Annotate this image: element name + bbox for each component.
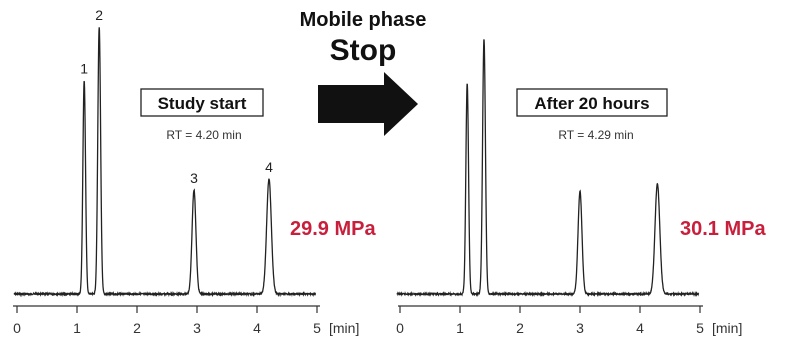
chromatogram-trace-after-20-hours <box>396 39 700 298</box>
peak-label: 4 <box>265 159 273 175</box>
x-tick-label: 4 <box>253 320 261 336</box>
x-ticks-study-start: 0 1 2 3 4 5 <box>13 306 321 336</box>
rt-annotation-study-start: RT = 4.20 min <box>166 128 241 142</box>
right-arrow-icon <box>318 72 418 136</box>
chart-title-after-20-hours: After 20 hours <box>534 94 649 113</box>
title-box-after-20-hours <box>516 88 668 117</box>
peak-label: 3 <box>190 170 198 186</box>
header-line1: Mobile phase <box>300 9 427 31</box>
x-tick-label: 1 <box>456 320 464 336</box>
x-tick-label: 0 <box>396 320 404 336</box>
pressure-study-start: 29.9 MPa <box>290 218 376 240</box>
chart-study-start: 0 1 2 3 4 5 [min] 1 2 3 4 Study start RT = 4.20 … <box>13 7 376 336</box>
x-tick-label: 5 <box>696 320 704 336</box>
mobile-phase-stop-header: Mobile phase Stop <box>300 9 427 136</box>
chromatogram-trace-study-start <box>13 27 317 298</box>
x-tick-label: 4 <box>636 320 644 336</box>
x-tick-label: 2 <box>516 320 524 336</box>
x-tick-label: 3 <box>576 320 584 336</box>
peak-labels-study-start: 1 2 3 4 <box>80 7 273 186</box>
x-tick-label: 1 <box>73 320 81 336</box>
rt-annotation-after-20-hours: RT = 4.29 min <box>558 128 633 142</box>
x-unit-label-study-start: [min] <box>329 320 359 336</box>
header-line2: Stop <box>330 34 397 67</box>
x-tick-label: 3 <box>193 320 201 336</box>
x-ticks-after-20-hours: 0 1 2 3 4 5 <box>396 306 704 336</box>
peak-label: 2 <box>95 7 103 23</box>
peak-label: 1 <box>80 60 88 76</box>
x-tick-label: 5 <box>313 320 321 336</box>
title-box-study-start <box>140 88 264 117</box>
x-tick-label: 0 <box>13 320 21 336</box>
chart-title-study-start: Study start <box>158 94 247 113</box>
pressure-after-20-hours: 30.1 MPa <box>680 218 766 240</box>
x-tick-label: 2 <box>133 320 141 336</box>
chart-after-20-hours: 0 1 2 3 4 5 [min] After 20 hours RT = 4.29 mi… <box>396 39 766 336</box>
x-unit-label-after-20-hours: [min] <box>712 320 742 336</box>
